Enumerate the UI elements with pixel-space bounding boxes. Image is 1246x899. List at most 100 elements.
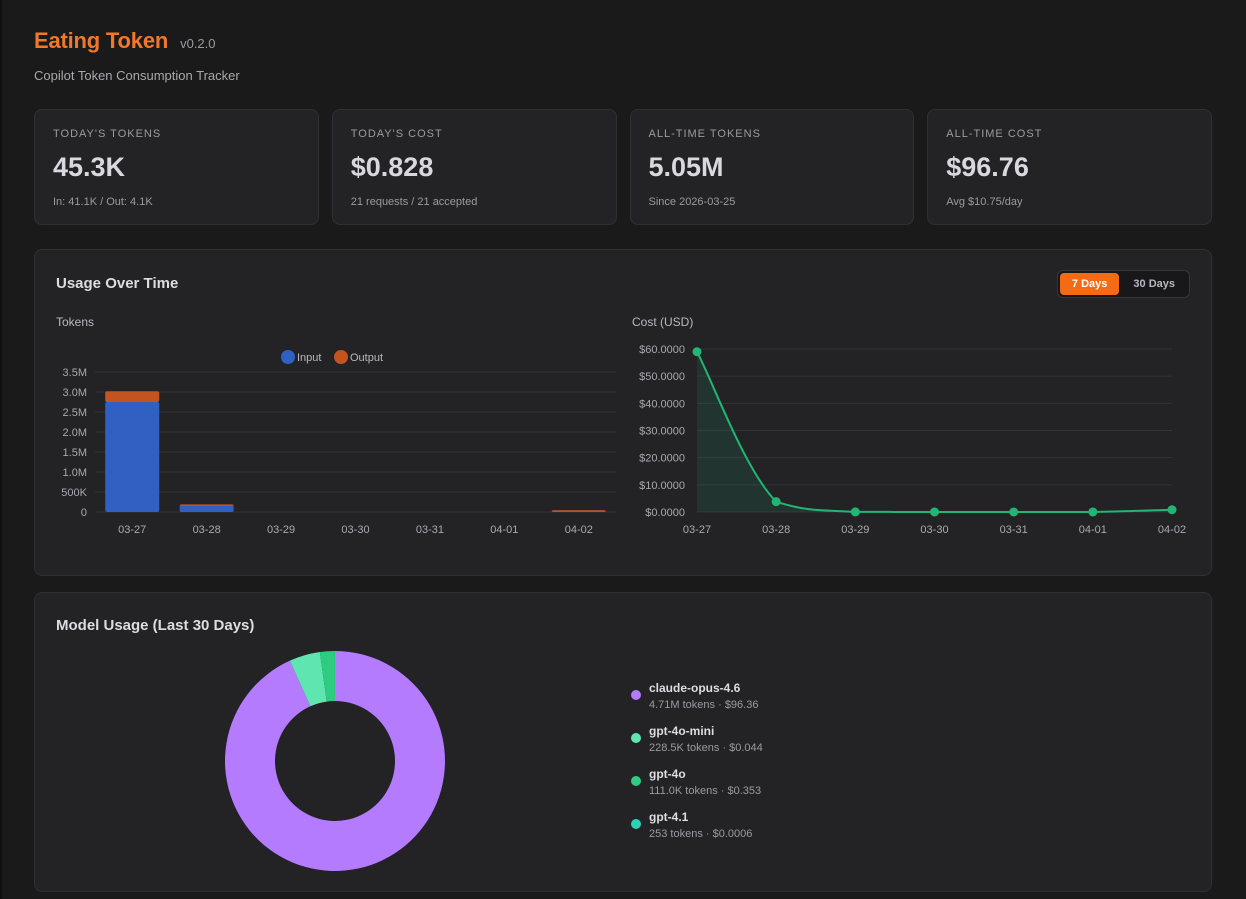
range-30-days-button[interactable]: 30 Days	[1121, 273, 1187, 295]
model-legend: claude-opus-4.6 4.71M tokens · $96.36 gp…	[631, 681, 763, 853]
model-usage-title: Model Usage (Last 30 Days)	[56, 617, 255, 634]
legend-model-detail: 228.5K tokens · $0.044	[649, 742, 763, 754]
tokens-bar-output	[105, 391, 160, 402]
stat-sub: In: 41.1K / Out: 4.1K	[53, 196, 153, 208]
stat-value: $0.828	[350, 152, 434, 182]
cost-y-tick: $20.0000	[639, 453, 685, 465]
tokens-bar-output	[179, 504, 234, 506]
tokens-chart: 0 500K 1.0M 1.5M 2.0M 2.5M 3.0M 3.5M 03-27 03-28 0…	[61, 350, 616, 536]
usage-panel: Usage Over Time 7 Days 30 Days Tokens 0 5…	[34, 249, 1212, 576]
app-header: Eating Token v0.2.0 Copilot Token Consum…	[34, 28, 240, 83]
legend-model-name: gpt-4.1	[649, 810, 689, 824]
cost-point	[850, 507, 860, 517]
legend-model-name: gpt-4o	[649, 767, 686, 781]
app-title: Eating Token	[34, 28, 169, 53]
stat-sub: Since 2026-03-25	[648, 196, 736, 208]
legend-dot	[631, 690, 641, 700]
tokens-bar-output	[551, 510, 606, 512]
tokens-x-tick: 03-31	[416, 524, 444, 536]
stat-value: 45.3K	[53, 152, 126, 182]
cost-x-tick: 04-01	[1079, 524, 1107, 536]
model-usage-panel: Model Usage (Last 30 Days) claude-opus-4…	[34, 592, 1212, 892]
cost-x-tick: 03-31	[1000, 524, 1028, 536]
legend-item-claude-opus: claude-opus-4.6 4.71M tokens · $96.36	[631, 681, 763, 724]
legend-swatch-input	[281, 350, 295, 364]
cost-x-tick: 04-02	[1158, 524, 1186, 536]
cost-y-tick: $40.0000	[639, 398, 685, 410]
model-donut-chart	[224, 651, 445, 871]
legend-model-name: gpt-4o-mini	[649, 724, 715, 738]
legend-dot	[631, 776, 641, 786]
cost-y-tick: $60.0000	[639, 344, 685, 356]
legend-model-detail: 111.0K tokens · $0.353	[649, 785, 762, 797]
donut-slice-claude-opus-4-6	[224, 651, 445, 871]
cost-y-tick: $0.0000	[645, 507, 685, 519]
donut-slice-gpt-4o-mini	[289, 652, 327, 707]
tokens-y-tick: 500K	[61, 487, 87, 499]
legend-dot	[631, 733, 641, 743]
cost-point	[692, 347, 702, 357]
cost-y-tick: $50.0000	[639, 371, 685, 383]
stat-label: TODAY'S TOKENS	[53, 128, 162, 140]
stat-label: ALL-TIME TOKENS	[648, 128, 761, 140]
tokens-bar-input	[105, 402, 160, 512]
legend-label-input: Input	[297, 352, 321, 364]
cost-point	[930, 507, 939, 517]
cost-y-tick: $10.0000	[639, 480, 685, 492]
cost-point	[1167, 505, 1177, 515]
donut-slice-gpt-4o	[319, 651, 335, 702]
stat-label: ALL-TIME COST	[946, 128, 1043, 140]
app-subtitle: Copilot Token Consumption Tracker	[34, 68, 240, 83]
range-7-days-button[interactable]: 7 Days	[1059, 273, 1120, 295]
stat-value: $96.76	[946, 152, 1029, 182]
legend-item-gpt-4o: gpt-4o 111.0K tokens · $0.353	[631, 767, 763, 810]
tokens-x-tick: 03-29	[267, 524, 295, 536]
tokens-x-tick: 04-02	[565, 524, 593, 536]
tokens-y-tick: 1.0M	[63, 467, 87, 479]
tokens-x-tick: 03-27	[118, 524, 146, 536]
cost-x-tick: 03-28	[762, 524, 790, 536]
window-edge	[0, 0, 2, 899]
legend-model-detail: 253 tokens · $0.0006	[649, 828, 753, 840]
legend-item-gpt-4-1: gpt-4.1 253 tokens · $0.0006	[631, 810, 763, 853]
cost-x-tick: 03-27	[683, 524, 711, 536]
tokens-y-tick: 3.5M	[63, 367, 87, 379]
stat-card-alltime-tokens: ALL-TIME TOKENS 5.05M Since 2026-03-25	[629, 109, 915, 225]
range-toggle: 7 Days 30 Days	[1056, 270, 1190, 298]
stat-sub: Avg $10.75/day	[946, 196, 1023, 208]
stats-row: TODAY'S TOKENS 45.3K In: 41.1K / Out: 4.…	[34, 109, 1212, 225]
usage-panel-title: Usage Over Time	[56, 275, 179, 292]
tokens-x-tick: 03-30	[341, 524, 369, 536]
tokens-y-tick: 2.0M	[63, 427, 87, 439]
stat-card-alltime-cost: ALL-TIME COST $96.76 Avg $10.75/day	[927, 109, 1212, 225]
cost-point	[771, 497, 781, 507]
tokens-y-tick: 2.5M	[63, 407, 87, 419]
legend-model-name: claude-opus-4.6	[649, 681, 741, 695]
tokens-chart-title: Tokens	[56, 315, 95, 329]
cost-x-tick: 03-30	[920, 524, 948, 536]
tokens-bar-input	[179, 505, 234, 512]
cost-point	[1088, 507, 1098, 517]
stat-card-today-tokens: TODAY'S TOKENS 45.3K In: 41.1K / Out: 4.…	[34, 109, 319, 225]
tokens-x-tick: 04-01	[490, 524, 518, 536]
legend-swatch-output	[334, 350, 348, 364]
tokens-y-tick: 0	[81, 507, 87, 519]
cost-x-tick: 03-29	[841, 524, 869, 536]
tokens-y-tick: 1.5M	[63, 447, 87, 459]
tokens-y-tick: 3.0M	[63, 387, 87, 399]
app-version: v0.2.0	[180, 36, 216, 51]
cost-point	[1009, 507, 1019, 517]
stat-card-today-cost: TODAY'S COST $0.828 21 requests / 21 acc…	[331, 109, 617, 225]
cost-chart: $0.0000 $10.0000 $20.0000 $30.0000 $40.0000 $…	[639, 344, 1186, 536]
legend-label-output: Output	[350, 352, 383, 364]
stat-sub: 21 requests / 21 accepted	[350, 196, 478, 208]
cost-chart-title: Cost (USD)	[632, 315, 694, 329]
stat-label: TODAY'S COST	[350, 128, 443, 140]
cost-area-fill	[697, 351, 1172, 512]
legend-item-gpt-4o-mini: gpt-4o-mini 228.5K tokens · $0.044	[631, 724, 763, 767]
legend-model-detail: 4.71M tokens · $96.36	[649, 699, 759, 711]
tokens-x-tick: 03-28	[193, 524, 221, 536]
cost-y-tick: $30.0000	[639, 426, 685, 438]
stat-value: 5.05M	[648, 152, 724, 182]
legend-dot	[631, 819, 641, 829]
